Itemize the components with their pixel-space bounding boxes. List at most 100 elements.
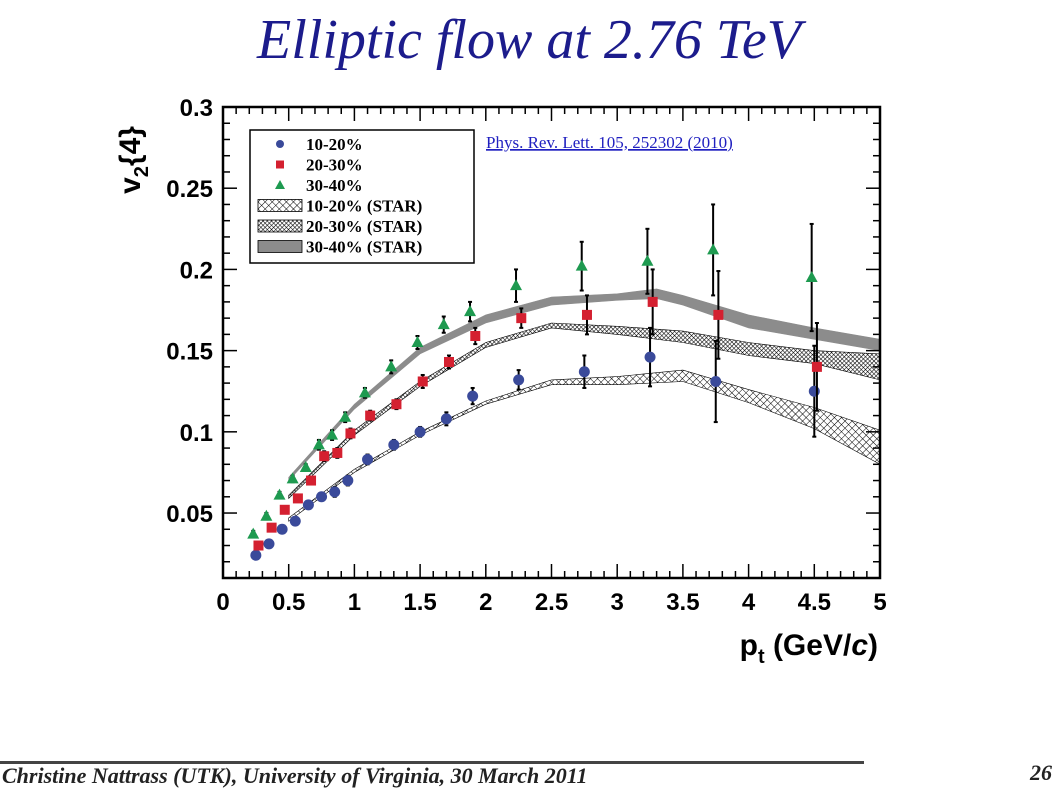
data-point-square xyxy=(713,309,724,320)
data-point-square xyxy=(365,410,376,421)
star-band xyxy=(288,369,881,522)
data-point-triangle xyxy=(411,336,424,347)
x-axis-label-end: ) xyxy=(868,629,878,662)
axis-ticks xyxy=(222,106,881,579)
data-point-triangle xyxy=(707,243,720,255)
y-axis-label-sub: 2 xyxy=(131,166,153,177)
reference-link[interactable]: Phys. Rev. Lett. 105, 252302 (2010) xyxy=(486,133,733,152)
x-tick-label: 1.5 xyxy=(403,589,436,616)
data-point-square xyxy=(266,522,277,533)
legend-label: 10-20% (STAR) xyxy=(306,197,422,216)
x-tick-label: 5 xyxy=(873,589,886,616)
data-point-triangle xyxy=(358,386,371,398)
data-point-triangle xyxy=(437,318,450,330)
data-point-triangle xyxy=(299,461,312,473)
x-axis-label-italic: c xyxy=(851,629,868,662)
data-point-square xyxy=(417,376,428,387)
data-point-circle xyxy=(302,499,314,511)
star-bands xyxy=(288,288,881,522)
x-axis-label-main: p xyxy=(740,629,758,662)
data-points xyxy=(247,203,822,561)
legend-marker-triangle xyxy=(275,180,285,189)
data-point-circle xyxy=(467,390,479,402)
data-point-circle xyxy=(513,374,525,386)
data-point-square xyxy=(332,447,343,458)
data-point-circle xyxy=(342,475,354,487)
y-axis-label: v2{4} xyxy=(114,126,153,194)
data-point-circle xyxy=(263,538,275,550)
legend-label: 10-20% xyxy=(306,135,363,154)
x-axis-label: pt (GeV/c) xyxy=(740,629,878,668)
data-point-square xyxy=(345,428,356,439)
data-point-triangle xyxy=(312,438,325,450)
x-tick-label: 2.5 xyxy=(535,589,568,616)
data-point-circle xyxy=(440,413,452,425)
data-point-square xyxy=(470,331,481,342)
y-axis-label-main: v xyxy=(114,177,147,194)
data-point-circle xyxy=(808,385,820,397)
x-tick-label: 4 xyxy=(742,589,756,616)
data-point-triangle xyxy=(510,279,523,291)
y-tick-label: 0.2 xyxy=(180,257,213,284)
page-number: 26 xyxy=(1030,760,1052,785)
y-tick-label: 0.15 xyxy=(166,339,213,366)
data-point-square xyxy=(306,475,317,486)
data-point-square xyxy=(391,399,402,410)
data-point-triangle xyxy=(260,509,273,521)
data-point-circle xyxy=(710,375,722,387)
x-axis-label-sub: t xyxy=(758,646,765,668)
x-tick-label: 1 xyxy=(348,589,361,616)
data-point-square xyxy=(647,296,658,307)
y-tick-label: 0.25 xyxy=(166,176,213,203)
data-point-circle xyxy=(644,351,656,363)
data-point-triangle xyxy=(805,271,818,283)
x-axis-label-tail: (GeV/ xyxy=(765,629,852,662)
data-point-triangle xyxy=(385,360,398,372)
legend-marker-circle xyxy=(276,140,284,148)
axis-tick-labels: 0 0.5 1 1.5 2 2.5 3 3.5 4 4.5 5 0.05 0.1 0.15 0.2 0.25 0… xyxy=(166,95,886,616)
data-point-circle xyxy=(289,515,301,527)
x-tick-label: 0.5 xyxy=(272,589,305,616)
data-point-circle xyxy=(316,491,328,503)
data-point-triangle xyxy=(575,259,588,271)
x-tick-label: 3.5 xyxy=(666,589,699,616)
legend-band-swatch xyxy=(257,240,303,253)
data-point-square xyxy=(319,451,330,462)
data-point-square xyxy=(811,361,822,372)
footer-text: Christine Nattrass (UTK), University of … xyxy=(2,763,588,788)
data-point-circle xyxy=(578,366,590,378)
footer-divider xyxy=(0,761,864,764)
data-point-square xyxy=(516,313,527,324)
legend-band-swatch xyxy=(257,219,303,233)
data-point-circle xyxy=(276,523,288,535)
y-tick-label: 0.3 xyxy=(180,95,213,122)
data-point-square xyxy=(581,309,592,320)
slide-title: Elliptic flow at 2.76 TeV xyxy=(257,9,801,71)
x-tick-label: 3 xyxy=(611,589,624,616)
x-tick-label: 2 xyxy=(479,589,492,616)
data-point-circle xyxy=(329,486,341,498)
legend-label: 30-40% (STAR) xyxy=(306,238,422,257)
data-point-triangle xyxy=(464,305,477,317)
legend-band-swatch xyxy=(257,199,303,212)
y-tick-label: 0.05 xyxy=(166,501,213,528)
data-point-circle xyxy=(250,549,262,561)
data-point-triangle xyxy=(326,428,339,440)
legend-label: 20-30% (STAR) xyxy=(306,217,422,236)
data-point-triangle xyxy=(273,488,286,500)
data-point-circle xyxy=(388,439,400,451)
x-tick-label: 0 xyxy=(216,589,229,616)
legend-marker-square xyxy=(276,160,284,169)
data-point-triangle xyxy=(641,254,654,266)
data-point-square xyxy=(279,504,290,515)
data-point-circle xyxy=(414,426,426,438)
x-tick-label: 4.5 xyxy=(798,589,831,616)
legend-label: 20-30% xyxy=(306,156,363,175)
y-tick-label: 0.1 xyxy=(180,420,213,447)
y-axis-label-tail: {4} xyxy=(114,126,147,166)
data-point-square xyxy=(444,356,455,367)
legend-label: 30-40% xyxy=(306,176,363,195)
data-point-triangle xyxy=(286,472,299,484)
data-point-circle xyxy=(362,453,374,465)
